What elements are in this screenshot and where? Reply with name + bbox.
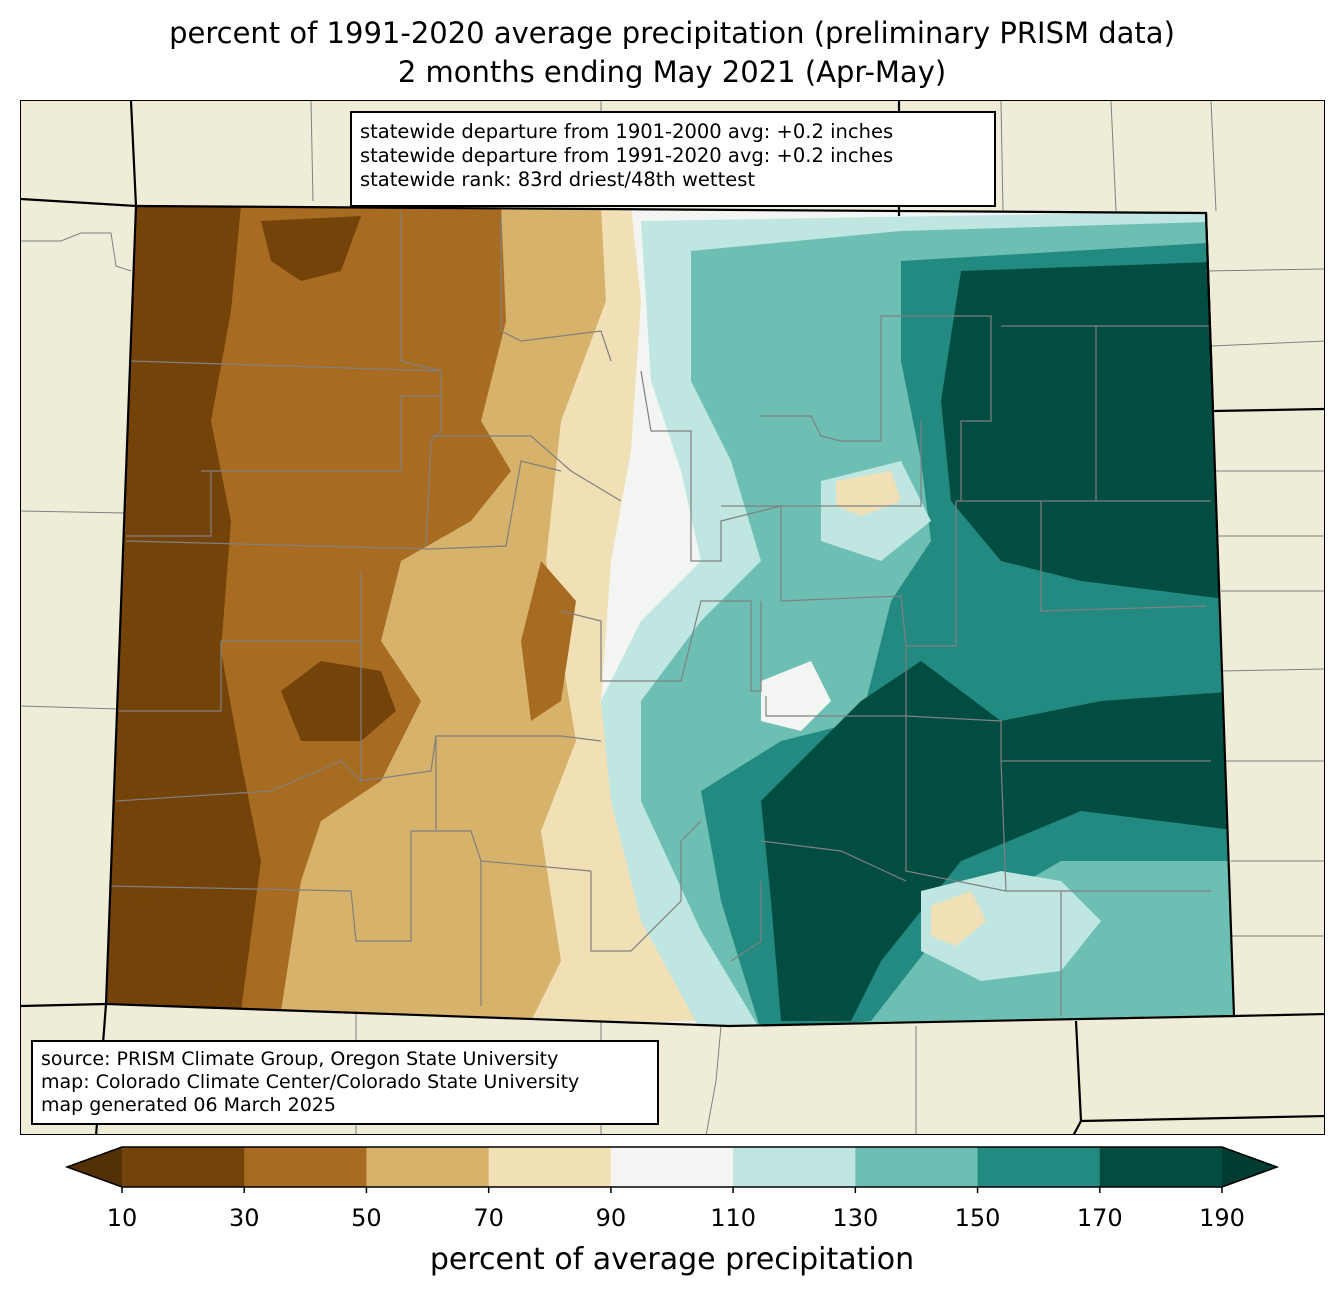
colorbar-tick-label: 10 [106, 1204, 138, 1232]
colorbar-swatch-c10_30 [122, 1147, 245, 1187]
zone-70-90-se-patch [931, 891, 986, 946]
colorbar-tick-label: 30 [228, 1204, 260, 1232]
colorbar-swatch-c110_130 [733, 1147, 856, 1187]
zone-10-30-center-patch [281, 661, 396, 741]
colorbar-over-arrow [1222, 1147, 1277, 1187]
colorbar-tick-label: 130 [832, 1204, 879, 1232]
statewide-stats-box: statewide departure from 1901-2000 avg: … [350, 111, 996, 207]
colorbar-swatch-c90_110 [610, 1147, 734, 1187]
zone-170-190-ne [941, 261, 1234, 601]
colorbar-tick-label: 190 [1199, 1204, 1245, 1232]
zone-170-190-se [761, 661, 1234, 1021]
colorbar-swatch-c170_190 [1099, 1147, 1223, 1187]
neighbor-county-borders [21, 101, 1324, 1134]
colorbar-graphic [64, 1146, 1280, 1193]
colorbar-swatch-c70_90 [488, 1147, 612, 1187]
colorbar-tick-label: 110 [710, 1204, 757, 1232]
zone-70-90-north-patch [836, 471, 901, 516]
zone-10-30-west [106, 206, 261, 1026]
stats-rank: statewide rank: 83rd driest/48th wettest [360, 168, 756, 191]
county-borders [108, 211, 1211, 1016]
stats-departure-1901-2000: statewide departure from 1901-2000 avg: … [360, 120, 894, 143]
source-box: source: PRISM Climate Group, Oregon Stat… [31, 1040, 659, 1125]
zone-90-110-center-patch [761, 661, 831, 731]
map-subtitle: 2 months ending May 2021 (Apr-May) [397, 55, 947, 89]
colorbar-tick-label: 150 [954, 1204, 1001, 1232]
colorbar-label: percent of average precipitation [429, 1242, 915, 1277]
colorbar-swatch-c150_170 [977, 1147, 1101, 1187]
zone-10-30-nw-patch [261, 216, 361, 281]
colorbar-swatch-c50_70 [366, 1147, 490, 1187]
precipitation-field [106, 206, 1234, 1026]
map-title: percent of 1991-2020 average precipitati… [169, 16, 1175, 50]
map-credit-line: map: Colorado Climate Center/Colorado St… [41, 1071, 580, 1093]
stats-departure-1991-2020: statewide departure from 1991-2020 avg: … [360, 144, 894, 167]
colorbar-under-arrow [67, 1147, 122, 1187]
source-line: source: PRISM Climate Group, Oregon Stat… [41, 1048, 559, 1070]
colorbar-tick-label: 90 [595, 1204, 627, 1232]
zone-30-50-east-patch [521, 561, 576, 721]
colorbar [0, 1140, 1344, 1299]
precipitation-map [20, 100, 1325, 1135]
colorbar-tick-label: 170 [1076, 1204, 1123, 1232]
colorbar-swatch-c30_50 [244, 1147, 367, 1187]
generated-date-line: map generated 06 March 2025 [41, 1094, 336, 1116]
colorbar-tick-label: 50 [351, 1204, 382, 1232]
zone-10-30-sw-patch [111, 891, 231, 1011]
colorbar-tick-label: 70 [473, 1204, 504, 1232]
colorbar-swatch-c130_150 [855, 1147, 979, 1187]
